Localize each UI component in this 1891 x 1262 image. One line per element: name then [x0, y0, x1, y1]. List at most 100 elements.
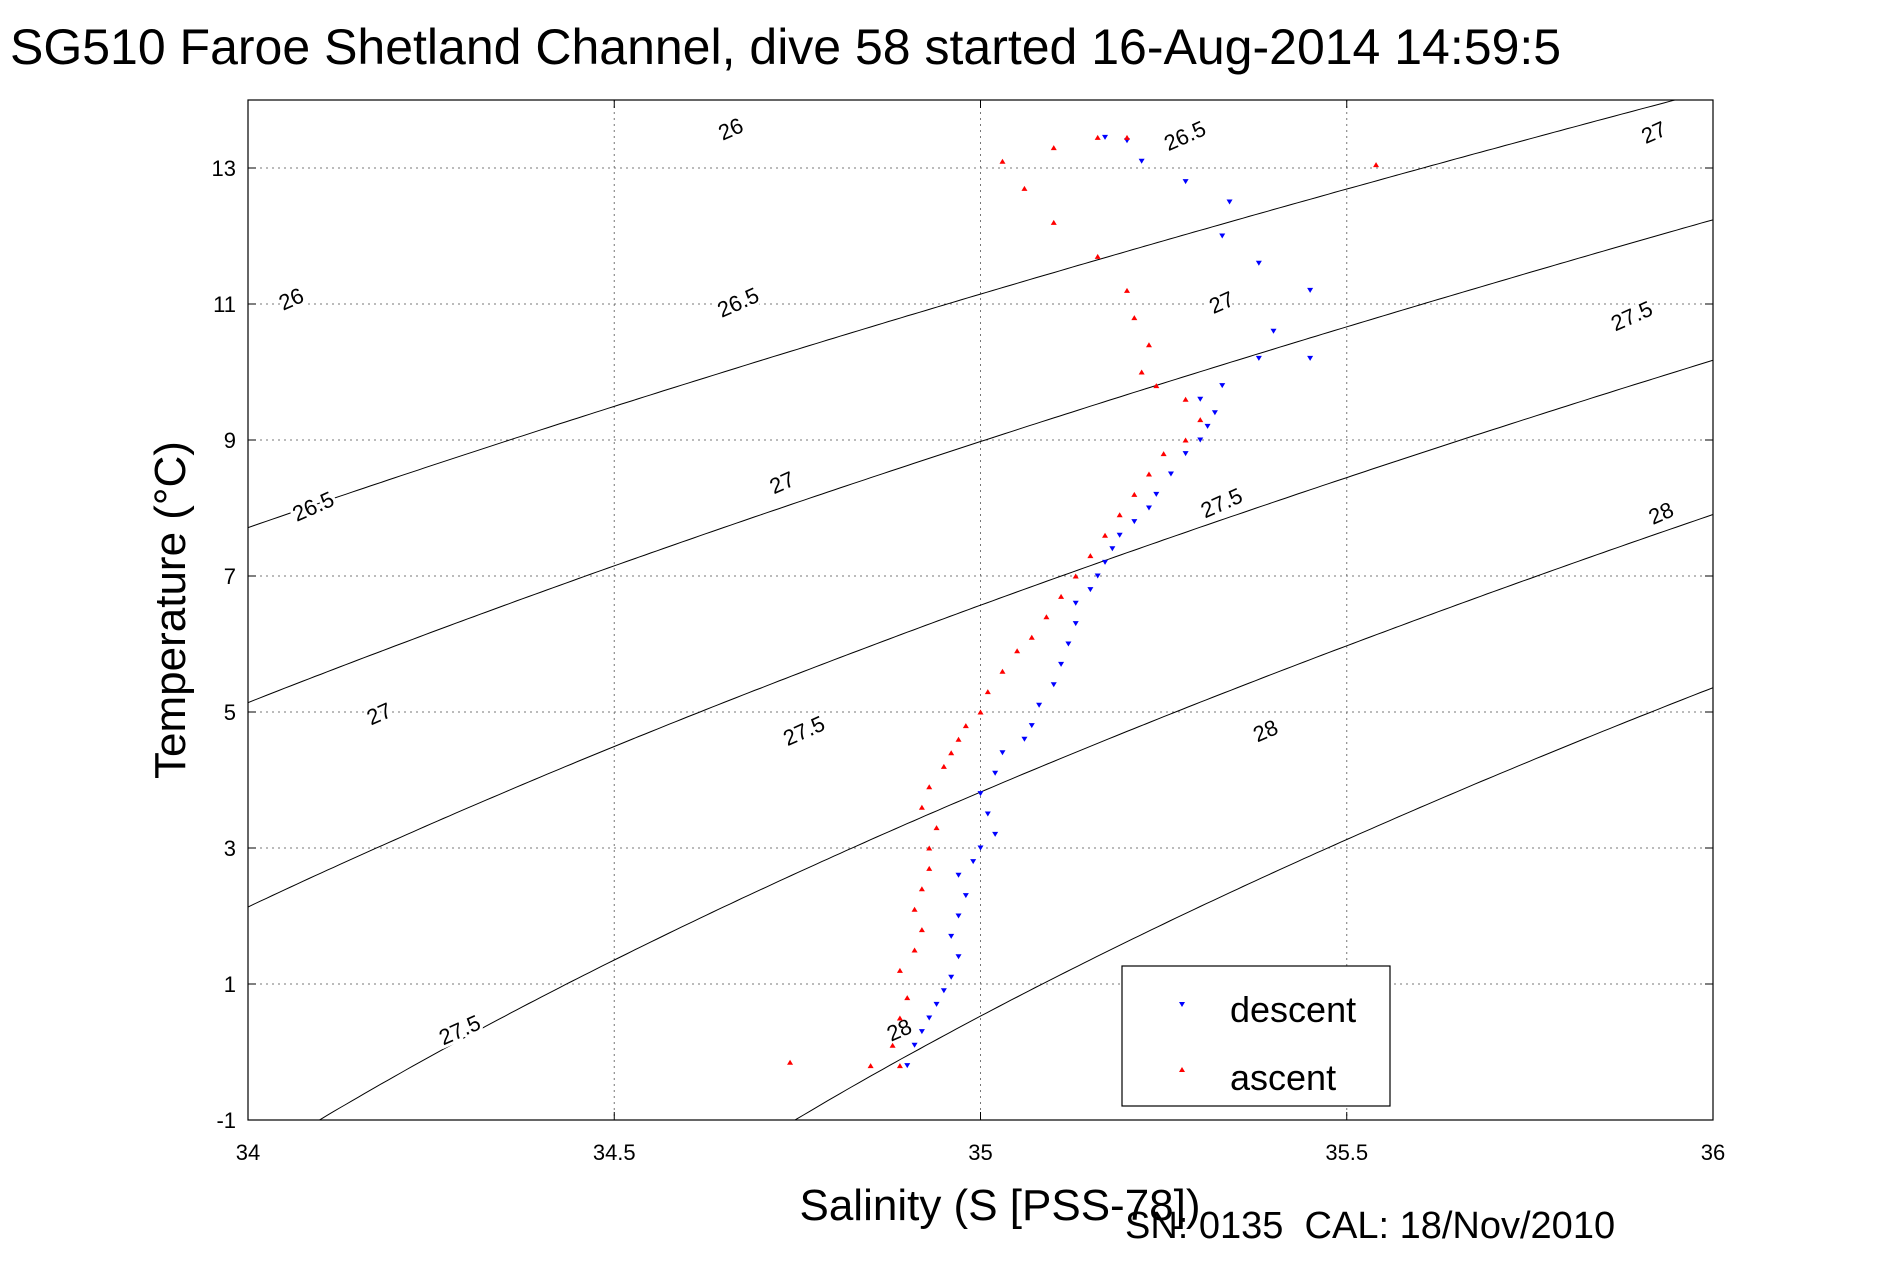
ascent-point — [940, 763, 947, 769]
descent-point — [984, 811, 991, 817]
ascent-point — [1021, 185, 1028, 191]
descent-point — [1058, 661, 1065, 667]
descent-point — [1167, 471, 1174, 477]
ascent-point — [984, 689, 991, 695]
descent-point — [926, 1015, 933, 1021]
descent-point — [948, 974, 955, 980]
descent-point — [1145, 505, 1152, 511]
ascent-point — [911, 947, 918, 953]
descent-point — [918, 1029, 925, 1035]
ascent-point — [1102, 532, 1109, 538]
descent-point — [1050, 682, 1057, 688]
descent-point — [955, 913, 962, 919]
ascent-point — [926, 865, 933, 871]
footer-note: SN: 0135 CAL: 18/Nov/2010 — [1125, 1205, 1616, 1247]
descent-point — [962, 893, 969, 899]
ascent-point — [955, 736, 962, 742]
descent-point — [1182, 179, 1189, 185]
descent-point — [1102, 559, 1109, 565]
descent-point — [1219, 233, 1226, 239]
ascent-point — [1145, 471, 1152, 477]
ascent-point — [1072, 573, 1079, 579]
ascent-point — [1094, 253, 1101, 259]
descent-point — [1219, 383, 1226, 389]
ascent-point — [1131, 315, 1138, 321]
ascent-point — [1116, 512, 1123, 518]
density-contour-line — [318, 514, 1713, 1120]
ascent-point — [1145, 342, 1152, 348]
ascent-point — [962, 723, 969, 729]
descent-point — [933, 1001, 940, 1007]
ascent-point — [1182, 437, 1189, 443]
ascent-point — [1182, 396, 1189, 402]
ascent-point — [896, 967, 903, 973]
density-contour-line — [248, 359, 1713, 908]
descent-point — [1036, 702, 1043, 708]
descent-point — [1255, 260, 1262, 266]
ascent-point — [1160, 451, 1167, 457]
descent-point — [1211, 410, 1218, 416]
ascent-point — [999, 668, 1006, 674]
y-tick-label: -1 — [216, 1108, 236, 1133]
legend: descent ascent — [1121, 965, 1391, 1107]
descent-point — [999, 750, 1006, 756]
y-tick-label: 1 — [224, 972, 236, 997]
descent-point — [1307, 355, 1314, 361]
ascent-point — [1373, 162, 1380, 168]
ascent-point — [918, 804, 925, 810]
descent-point — [1270, 328, 1277, 334]
descent-point — [1087, 587, 1094, 593]
x-tick-label: 35 — [968, 1140, 992, 1165]
legend-label-ascent: ascent — [1230, 1057, 1336, 1098]
ascent-point — [948, 750, 955, 756]
ascent-point — [977, 709, 984, 715]
ascent-point — [787, 1059, 794, 1065]
ascent-point — [1138, 369, 1145, 375]
descent-point — [970, 859, 977, 865]
x-axis-label: Salinity (S [PSS-78]) — [799, 1181, 1200, 1230]
ascent-point — [1028, 634, 1035, 640]
descent-point — [1131, 519, 1138, 525]
ascent-point — [1087, 553, 1094, 559]
descent-point — [1197, 396, 1204, 402]
density-contour-line — [248, 100, 1677, 529]
descent-point — [1138, 158, 1145, 164]
descent-point — [1065, 641, 1072, 647]
density-contour-line — [794, 687, 1713, 1120]
descent-point — [911, 1042, 918, 1048]
descent-point — [977, 791, 984, 797]
y-tick-label: 7 — [224, 564, 236, 589]
ascent-point — [1153, 383, 1160, 389]
y-tick-label: 3 — [224, 836, 236, 861]
chart-title: SG510 Faroe Shetland Channel, dive 58 st… — [10, 19, 1562, 75]
descent-point — [1028, 723, 1035, 729]
y-tick-label: 11 — [213, 292, 236, 317]
ascent-point — [1014, 648, 1021, 654]
data-points — [787, 134, 1380, 1069]
legend-marker-ascent — [1179, 1067, 1185, 1072]
ascent-point — [926, 784, 933, 790]
descent-point — [1021, 736, 1028, 742]
ascent-point — [1197, 417, 1204, 423]
density-contour-line — [248, 219, 1713, 704]
ascent-point — [904, 995, 911, 1001]
descent-point — [992, 770, 999, 776]
ascent-point — [1050, 219, 1057, 225]
legend-marker-descent — [1179, 1002, 1185, 1007]
ascent-point — [933, 825, 940, 831]
ascent-point — [1058, 593, 1065, 599]
descent-point — [955, 872, 962, 878]
ascent-point — [999, 158, 1006, 164]
descent-point — [1153, 491, 1160, 497]
descent-point — [1197, 437, 1204, 443]
ascent-point — [1043, 614, 1050, 620]
descent-point — [977, 845, 984, 851]
ascent-point — [896, 1015, 903, 1021]
ascent-point — [1131, 491, 1138, 497]
descent-point — [1255, 355, 1262, 361]
legend-label-descent: descent — [1230, 989, 1356, 1030]
descent-point — [1072, 621, 1079, 627]
ascent-point — [889, 1042, 896, 1048]
